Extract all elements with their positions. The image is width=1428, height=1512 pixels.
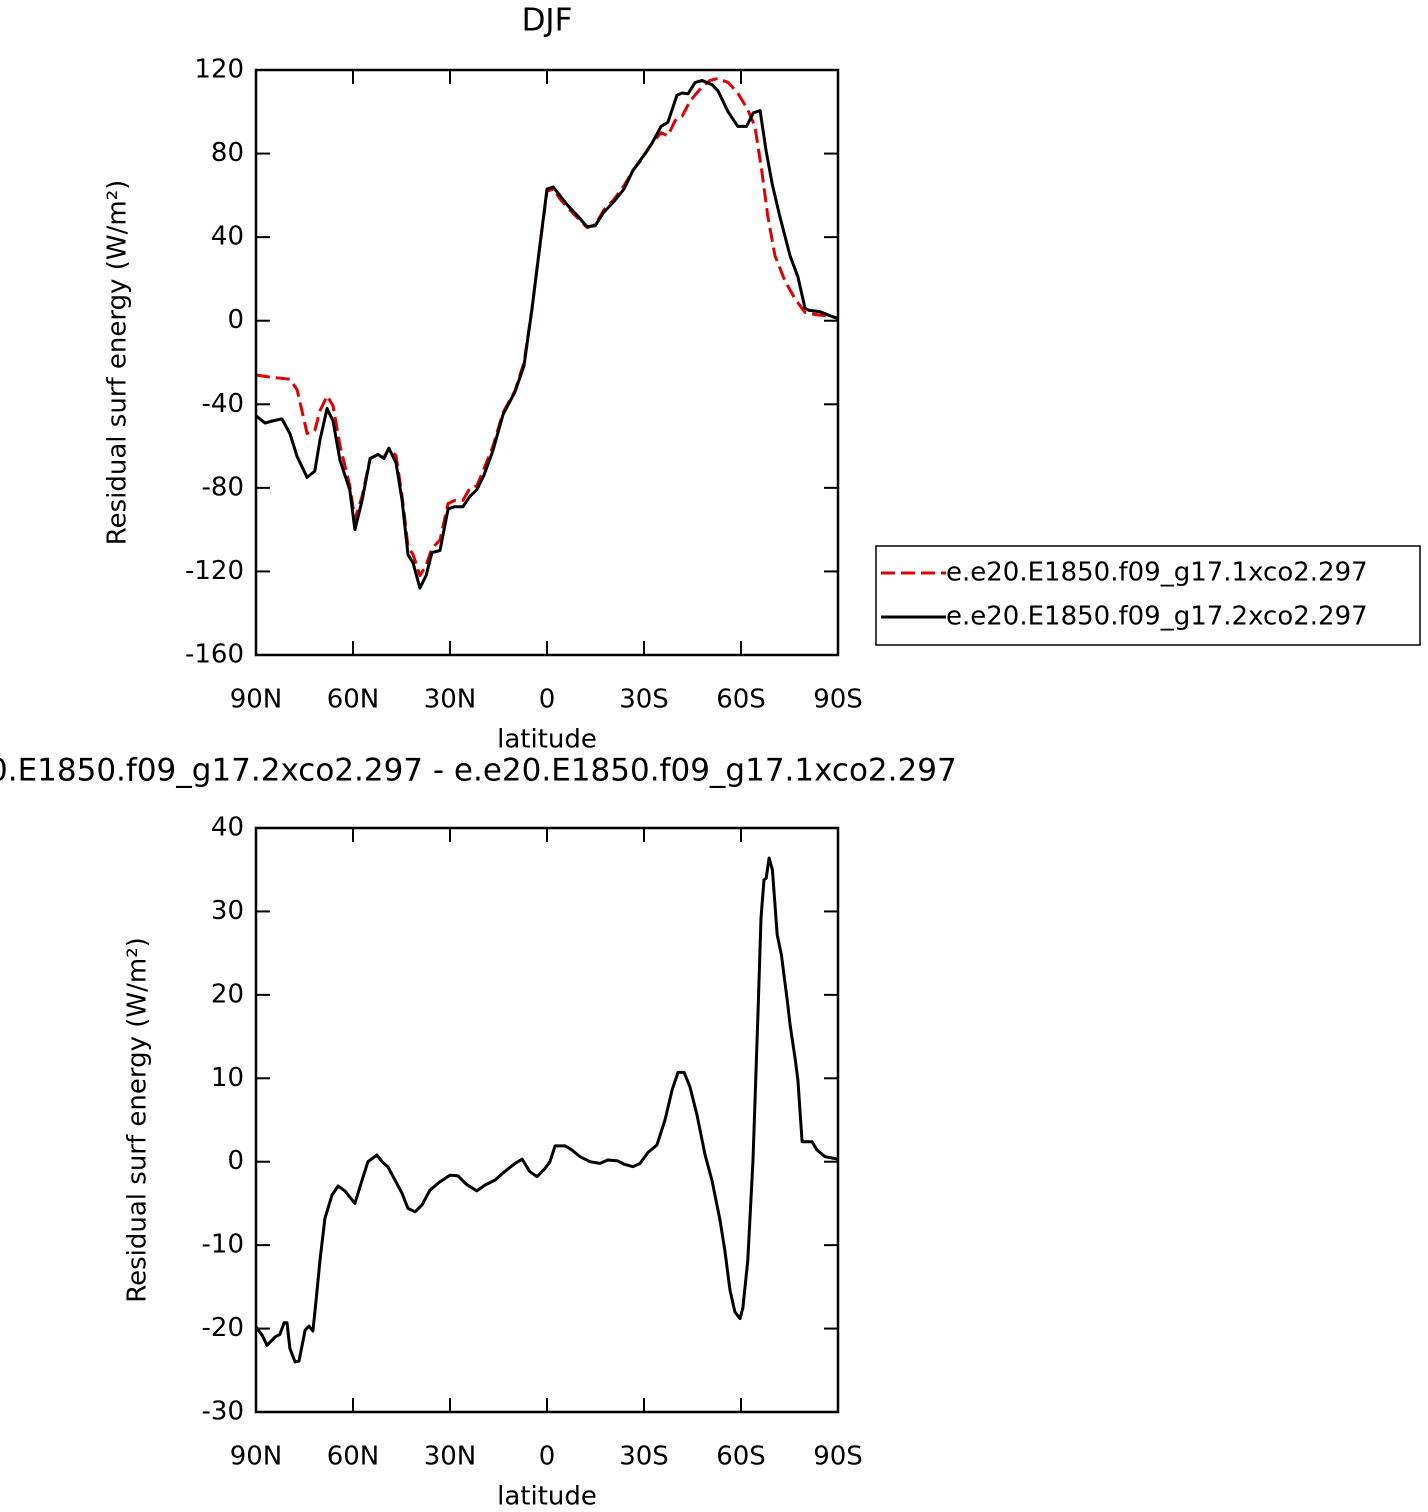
chart-title: DJF [522,3,573,39]
y-tick-label: -80 [202,472,244,502]
y-tick-label: -40 [202,389,244,419]
plot-frame [254,68,840,657]
x-tick-label: 0 [539,685,556,715]
y-tick-label: -120 [185,556,244,586]
x-tick-label: 60N [327,1442,380,1472]
y-axis-label: Residual surf energy (W/m²) [123,937,153,1303]
x-tick-label: 30N [424,1442,477,1472]
x-tick-label: 90N [230,1442,283,1472]
y-tick-label: -20 [202,1313,244,1343]
data-line [254,856,839,1364]
y-tick-label: 10 [211,1063,244,1093]
x-tick-label: 60S [716,685,766,715]
x-axis-label: latitude [497,725,597,755]
y-tick-label: 80 [211,138,244,168]
legend-box [875,545,1421,646]
data-line [255,76,839,578]
y-tick-label: 120 [194,55,244,85]
x-tick-label: 0 [539,1442,556,1472]
y-tick-label: 20 [211,979,244,1009]
y-tick-label: -30 [202,1397,244,1427]
y-tick-label: 40 [211,813,244,843]
x-tick-label: 90S [813,1442,863,1472]
legend-label: e.e20.E1850.f09_g17.1xco2.297 [946,558,1368,588]
plot-frame [254,826,840,1414]
x-tick-label: 30S [619,685,669,715]
x-tick-label: 90N [230,685,283,715]
y-tick-label: 30 [211,896,244,926]
y-tick-label: 40 [211,222,244,252]
x-tick-label: 60S [716,1442,766,1472]
legend-label: e.e20.E1850.f09_g17.2xco2.297 [946,602,1368,632]
x-tick-label: 60N [327,685,380,715]
x-tick-label: 30N [424,685,477,715]
x-axis-label: latitude [497,1482,597,1512]
y-tick-label: -160 [185,640,244,670]
y-tick-label: 0 [227,1146,244,1176]
data-line [255,78,839,590]
x-tick-label: 90S [813,685,863,715]
y-axis-label: Residual surf energy (W/m²) [103,180,133,546]
y-tick-label: -10 [202,1230,244,1260]
x-tick-label: 30S [619,1442,669,1472]
chart-title: 0.E1850.f09_g17.2xco2.297 - e.e20.E1850.… [0,753,957,789]
y-tick-label: 0 [227,305,244,335]
